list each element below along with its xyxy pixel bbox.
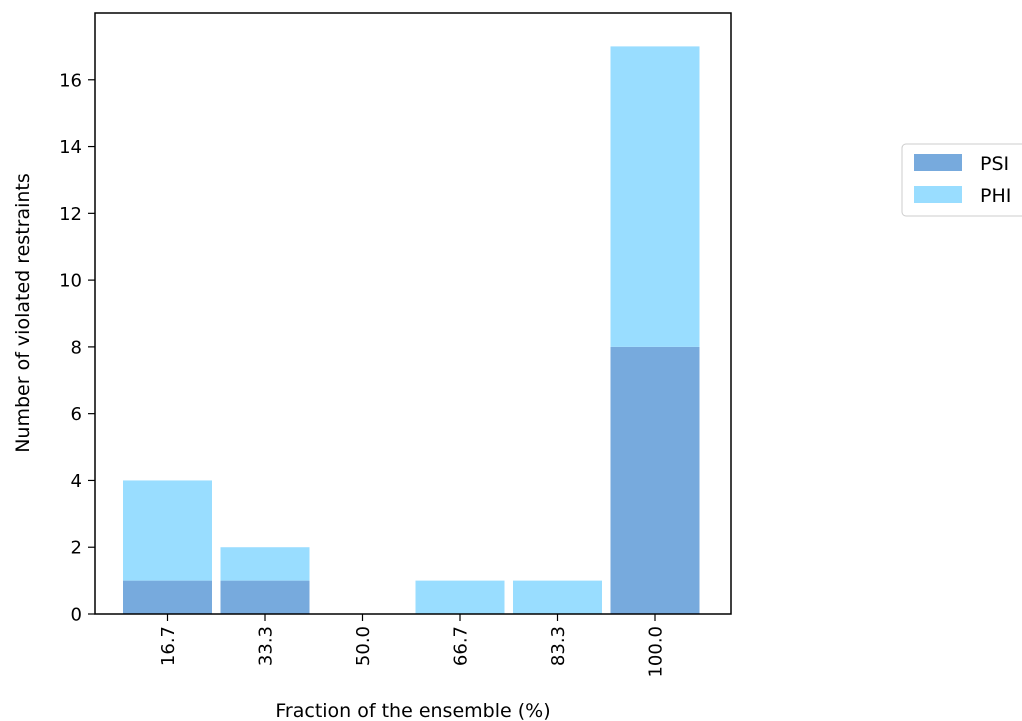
bar-phi-3 — [415, 580, 505, 614]
bars-layer — [123, 46, 700, 614]
x-axis: 16.7 33.3 50.0 66.7 83.3 100.0 — [158, 614, 667, 678]
y-tick-label-8: 16 — [59, 70, 82, 91]
y-tick-label-2: 4 — [71, 471, 82, 492]
y-tick-label-1: 2 — [71, 538, 82, 559]
x-tick-label-0: 16.7 — [158, 626, 179, 666]
bar-psi-0 — [123, 580, 212, 614]
bar-phi-4 — [513, 580, 602, 614]
legend-swatch-phi — [914, 186, 962, 203]
bar-psi-5 — [610, 346, 700, 614]
x-tick-label-5: 100.0 — [646, 626, 667, 678]
y-axis-label: Number of violated restraints — [12, 173, 34, 453]
x-tick-label-3: 66.7 — [451, 626, 472, 666]
y-tick-label-0: 0 — [71, 605, 82, 626]
x-axis-label: Fraction of the ensemble (%) — [275, 700, 550, 721]
x-tick-label-4: 83.3 — [548, 626, 569, 666]
x-tick-label-1: 33.3 — [256, 626, 277, 666]
y-tick-label-4: 8 — [71, 337, 82, 358]
y-tick-label-5: 10 — [59, 271, 82, 292]
y-tick-label-6: 12 — [59, 204, 82, 225]
legend-swatch-psi — [914, 154, 962, 171]
legend-label-phi: PHI — [980, 185, 1011, 207]
y-tick-label-3: 6 — [71, 404, 82, 425]
x-tick-label-2: 50.0 — [353, 626, 374, 666]
bar-phi-0 — [123, 480, 212, 581]
y-tick-label-7: 14 — [59, 137, 82, 158]
legend: PSI PHI — [901, 143, 1022, 217]
bar-psi-1 — [220, 580, 310, 614]
y-axis: 0 2 4 6 8 10 12 14 16 — [59, 70, 95, 626]
bar-phi-5 — [610, 46, 700, 347]
bar-phi-1 — [220, 547, 310, 581]
legend-label-psi: PSI — [980, 153, 1009, 175]
plot-area — [94, 12, 732, 615]
